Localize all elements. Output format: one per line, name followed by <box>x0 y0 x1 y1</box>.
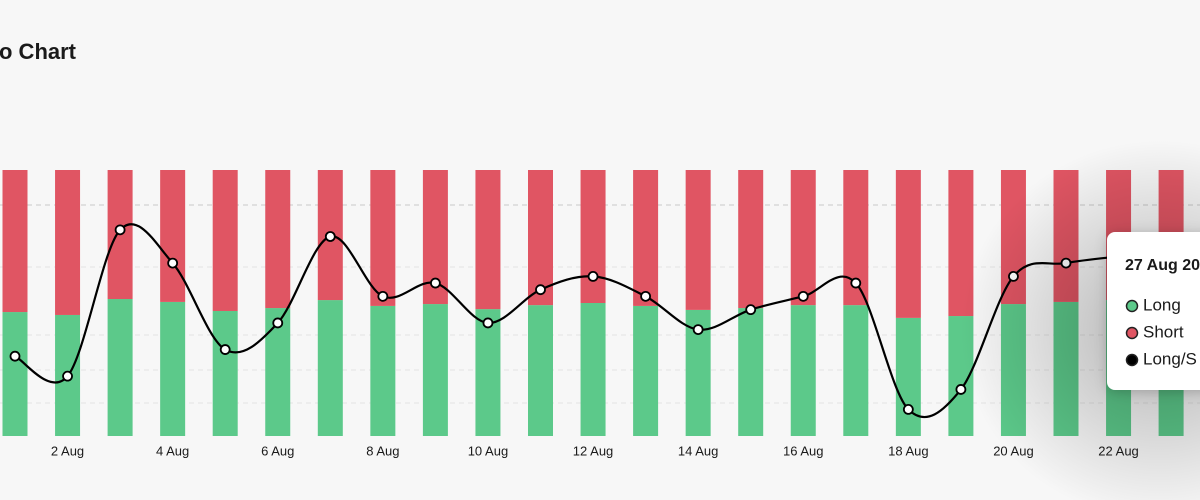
x-tick-label: 18 Aug <box>888 443 929 458</box>
ratio-point <box>272 317 284 329</box>
ratio-point <box>902 403 914 415</box>
bar-segment <box>265 308 291 436</box>
x-tick-label: 12 Aug <box>573 443 614 458</box>
bar-segment <box>475 309 501 436</box>
ratio-point <box>482 317 494 329</box>
x-tick-label: 14 Aug <box>678 443 719 458</box>
ratio-point <box>692 324 704 336</box>
bar-segment <box>580 170 606 303</box>
x-tick-label: 4 Aug <box>156 443 189 458</box>
bar-segment <box>685 170 711 310</box>
bar-segment <box>475 170 501 310</box>
tooltip-title: 27 Aug 20 <box>1125 257 1200 274</box>
bar-segment <box>107 299 133 436</box>
bar-segment <box>2 170 28 313</box>
bar-segment <box>2 312 28 436</box>
bar-segment <box>895 317 921 436</box>
bar-segment <box>265 170 291 309</box>
bar-segment <box>895 170 921 318</box>
ratio-line <box>9 223 1124 419</box>
x-tick-label: 6 Aug <box>261 443 294 458</box>
tooltip-legend-dot <box>1125 353 1139 367</box>
bar-segment <box>843 305 869 436</box>
ratio-point <box>377 290 389 302</box>
bar-segment <box>212 310 238 436</box>
tooltip-legend-dot <box>1125 326 1139 340</box>
bar-segment <box>738 170 764 309</box>
chart-title: o Chart <box>0 39 77 64</box>
ratio-point <box>797 290 809 302</box>
ratio-point <box>587 270 599 282</box>
tooltip-shade <box>960 140 1200 500</box>
bar-segment <box>528 305 553 436</box>
bar-segment <box>790 305 816 436</box>
bar-segment <box>212 170 238 311</box>
tooltip-legend-dot <box>1125 299 1139 313</box>
tooltip-box <box>1107 232 1200 390</box>
ratio-point <box>745 304 757 316</box>
bar-segment <box>55 170 81 315</box>
ratio-point <box>640 290 651 302</box>
tooltip-legend-label: Long/S <box>1143 349 1197 368</box>
tooltip-legend-label: Short <box>1143 322 1184 341</box>
bar-segment <box>422 304 448 436</box>
bar-segment <box>160 301 186 436</box>
bar-segment <box>528 170 553 306</box>
tooltip-legend-label: Long <box>1143 295 1181 314</box>
bar-segment <box>790 170 816 306</box>
bar-segment <box>738 308 764 436</box>
ratio-point <box>955 384 967 395</box>
x-tick-label: 10 Aug <box>468 443 509 458</box>
x-tick-label: 8 Aug <box>366 443 399 458</box>
ratio-point <box>429 277 441 289</box>
bar-segment <box>633 305 659 436</box>
tooltip: 27 Aug 20 Long Short Long/S <box>1107 232 1200 390</box>
x-tick-label: 2 Aug <box>51 443 84 458</box>
ratio-point <box>114 224 126 236</box>
ratio-point <box>535 284 546 296</box>
ratio-point <box>324 231 336 242</box>
bar-segment <box>580 303 606 436</box>
ratio-point <box>9 350 21 362</box>
ratio-point <box>62 370 73 382</box>
ratio-point <box>850 277 862 289</box>
bar-segment <box>160 170 186 302</box>
bar-segment <box>370 170 396 306</box>
ratio-point <box>167 257 179 269</box>
bar-segment <box>370 305 396 436</box>
ratio-point <box>219 344 231 355</box>
bar-segment <box>633 170 659 306</box>
bar-segment <box>317 300 343 436</box>
x-tick-label: 16 Aug <box>783 443 824 458</box>
